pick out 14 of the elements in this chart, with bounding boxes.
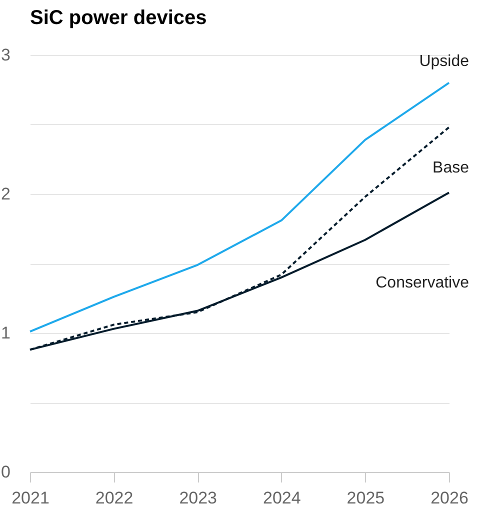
- chart-title: SiC power devices: [30, 7, 207, 29]
- y-tick-label: 2: [1, 184, 10, 204]
- x-tick-label: 2024: [262, 488, 301, 508]
- y-tick-label: 1: [1, 324, 10, 342]
- x-tick-label: 2021: [12, 488, 50, 508]
- series-label: Base: [432, 159, 470, 176]
- x-tick-label: 2026: [430, 488, 468, 508]
- text: Conservative: [376, 274, 470, 292]
- series-label: Upside: [419, 52, 470, 70]
- x-tick-label: 2023: [179, 488, 218, 508]
- y-tick-label: 0: [1, 462, 10, 482]
- x-tick-label: 2025: [346, 488, 385, 508]
- y-tick-label: 3: [1, 46, 10, 64]
- x-tick-label: 2022: [95, 488, 134, 508]
